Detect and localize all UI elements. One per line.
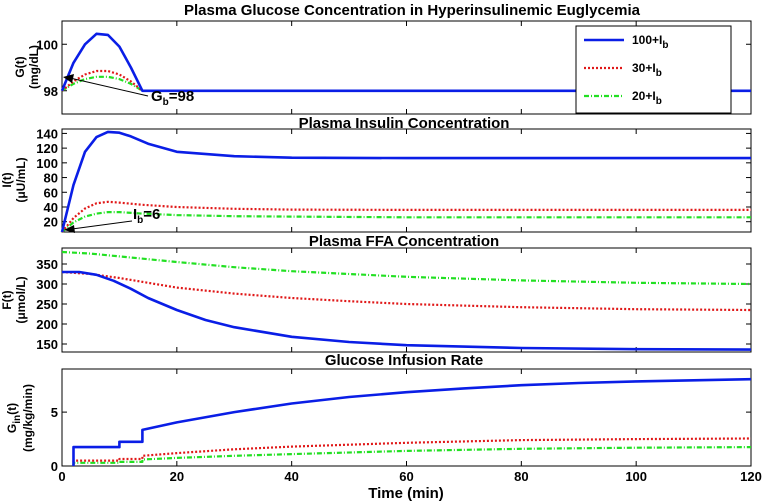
panel-ffa: Plasma FFA Concentration 150 200 250 300 350… (0, 233, 752, 353)
glucose-ann-value: =98 (169, 88, 194, 105)
ffa-ytick-label: 200 (36, 317, 58, 332)
insulin-annotation-text: Ib=6 (133, 206, 160, 226)
ffa-series-line (61, 270, 752, 312)
insulin-ann-value: =6 (143, 206, 160, 223)
legend-label-sub: b (656, 68, 662, 79)
insulin-ytick-label: 100 (36, 156, 58, 171)
insulin-ytick-label: 40 (44, 200, 58, 215)
legend-label-base: 100+I (632, 33, 662, 47)
insulin-ann-sub: b (137, 215, 143, 226)
gir-xtick-label: 60 (399, 469, 413, 484)
insulin-series-line (61, 200, 751, 233)
ffa-series-line (62, 270, 752, 351)
glucose-ylabel-units: (mg/dL) (27, 45, 41, 89)
ffa-ylabel-main: F(t) (0, 290, 14, 309)
insulin-annotation-arrowhead (64, 225, 75, 233)
glucose-annotation-text: Gb=98 (151, 88, 194, 108)
legend-label-sub: b (656, 96, 662, 107)
insulin-title: Plasma Insulin Concentration (299, 115, 510, 132)
glucose-ylabel: G(t) (mg/dL) (13, 45, 41, 89)
glucose-series-line (60, 32, 751, 93)
ffa-series (61, 250, 752, 351)
gir-series-line (72, 446, 752, 466)
legend-label: 30+Ib (632, 61, 662, 79)
glucose-ann-label: G (151, 88, 163, 105)
ffa-ytick-label: 250 (36, 297, 58, 312)
gir-xtick-label: 80 (514, 469, 528, 484)
insulin-series-line (60, 130, 751, 233)
gir-xtick-label: 120 (740, 469, 762, 484)
glucose-annotation-arrowhead (63, 74, 74, 83)
gir-ytick-label: 5 (51, 405, 58, 420)
gir-ylabel-sub: in (12, 415, 23, 424)
ffa-ylabel: F(t) (μmol/L) (0, 276, 28, 323)
glucose-series (60, 32, 751, 93)
glucose-ann-sub: b (163, 97, 169, 108)
ffa-ytick-label: 300 (36, 277, 58, 292)
glucose-ytick-label: 100 (36, 37, 58, 52)
glucose-title: Plasma Glucose Concentration in Hyperins… (184, 2, 641, 19)
gir-ytick-label: 0 (51, 459, 58, 474)
insulin-ytick-label: 20 (44, 215, 58, 230)
insulin-ytick-label: 120 (36, 141, 58, 156)
gir-xtick-label: 40 (284, 469, 298, 484)
gir-series-line (72, 377, 752, 466)
legend-label-sub: b (662, 40, 668, 51)
glucose-ylabel-main: G(t) (13, 56, 27, 77)
legend-label: 20+Ib (632, 89, 662, 107)
insulin-annotation-arrow (71, 220, 133, 230)
ffa-series-line (61, 250, 752, 286)
gir-axes (61, 368, 752, 467)
panel-glucose: Plasma Glucose Concentration in Hyperins… (13, 2, 752, 115)
ffa-axes (61, 247, 752, 353)
insulin-series (60, 130, 751, 233)
insulin-ann-label: I (133, 206, 137, 223)
insulin-ytick-label: 140 (36, 126, 58, 141)
ffa-ylabel-units: (μmol/L) (14, 276, 28, 323)
insulin-ylabel-units: (μU/mL) (14, 157, 28, 202)
legend-label-base: 30+I (632, 61, 656, 75)
glucose-ytick-label: 98 (44, 84, 58, 99)
panel-insulin: Plasma Insulin Concentration 20406080100… (0, 115, 752, 233)
gir-xtick-label: 100 (625, 469, 647, 484)
gir-ylabel-units: (mg/kg/min) (21, 384, 35, 452)
insulin-ytick-label: 80 (44, 171, 58, 186)
legend-label: 100+Ib (632, 33, 668, 51)
insulin-annotation: Ib=6 (64, 206, 160, 233)
gir-ylabel-main: Gin(t) (5, 403, 23, 433)
gir-xtick-label: 20 (170, 469, 184, 484)
glucose-ticks: 98 100 (36, 21, 752, 114)
ffa-ytick-label: 150 (36, 337, 58, 352)
ffa-ytick-label: 350 (36, 257, 58, 272)
legend-label-base: 20+I (632, 89, 656, 103)
panel-gir: Glucose Infusion Rate 050 20 40 60 80 100 120 … (5, 352, 762, 502)
gir-ylabel: Gin(t) (mg/kg/min) (5, 384, 35, 452)
x-axis-label: Time (min) (368, 485, 444, 502)
gir-title: Glucose Infusion Rate (325, 352, 483, 369)
gir-xtick-label: 0 (58, 469, 65, 484)
glucose-annotation-arrow (69, 77, 149, 97)
insulin-ytick-label: 60 (44, 185, 58, 200)
gir-ticks: 0 5 0 20 40 60 80 100 120 (51, 369, 762, 484)
ffa-title: Plasma FFA Concentration (309, 233, 499, 250)
insulin-ylabel-main: I(t) (0, 172, 14, 187)
glucose-annotation: Gb=98 (63, 74, 194, 108)
gir-series (72, 377, 752, 466)
gir-ylabel-after: (t) (5, 403, 19, 415)
ffa-ticks: 150 200 250 300 350 (36, 248, 752, 352)
insulin-ylabel: I(t) (μU/mL) (0, 157, 28, 202)
gir-ylabel-g: G (5, 424, 19, 433)
insulin-series-line (61, 211, 751, 233)
gir-series-line (72, 437, 752, 466)
